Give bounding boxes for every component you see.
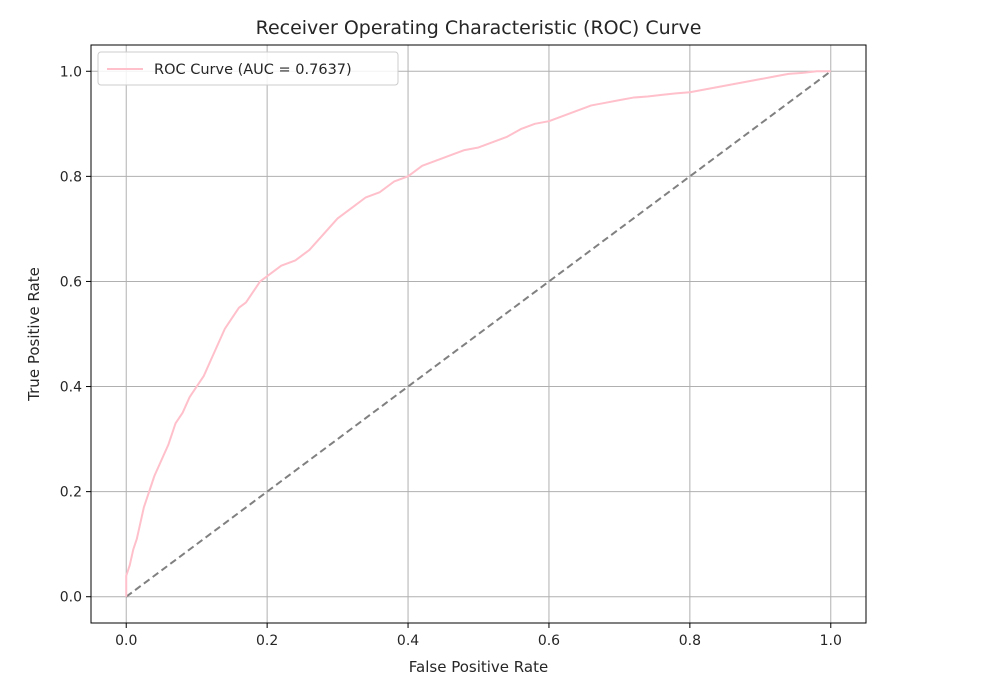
series-layer	[125, 70, 832, 598]
x-tick-label: 1.0	[820, 633, 842, 649]
chart-title: Receiver Operating Characteristic (ROC) …	[256, 17, 702, 39]
y-axis-label: True Positive Rate	[25, 267, 43, 402]
legend: ROC Curve (AUC = 0.7637)	[97, 51, 399, 86]
legend-box	[97, 51, 399, 86]
y-tick-label: 0.6	[60, 274, 82, 290]
legend-label: ROC Curve (AUC = 0.7637)	[154, 62, 352, 78]
y-tick-label: 1.0	[60, 64, 82, 80]
plot-frame	[90, 44, 867, 624]
roc-curve-line	[125, 70, 831, 597]
x-tick-label: 0.2	[256, 633, 278, 649]
x-tick-label: 0.8	[679, 633, 701, 649]
y-tick-label: 0.0	[60, 590, 82, 606]
x-tick-label: 0.4	[397, 633, 419, 649]
chance-diagonal-line	[125, 70, 832, 598]
y-tick-label: 0.4	[60, 380, 82, 396]
y-tick-label: 0.8	[60, 169, 82, 185]
x-axis-label: False Positive Rate	[409, 658, 548, 676]
x-tick-label: 0.0	[115, 633, 137, 649]
x-tick-label: 0.6	[538, 633, 560, 649]
y-tick-label: 0.2	[60, 485, 82, 501]
ticks: 0.0 0.2 0.4 0.6 0.8 1.0 0.0 0.2 0.4 0.6 0.8 1.0	[60, 64, 842, 649]
